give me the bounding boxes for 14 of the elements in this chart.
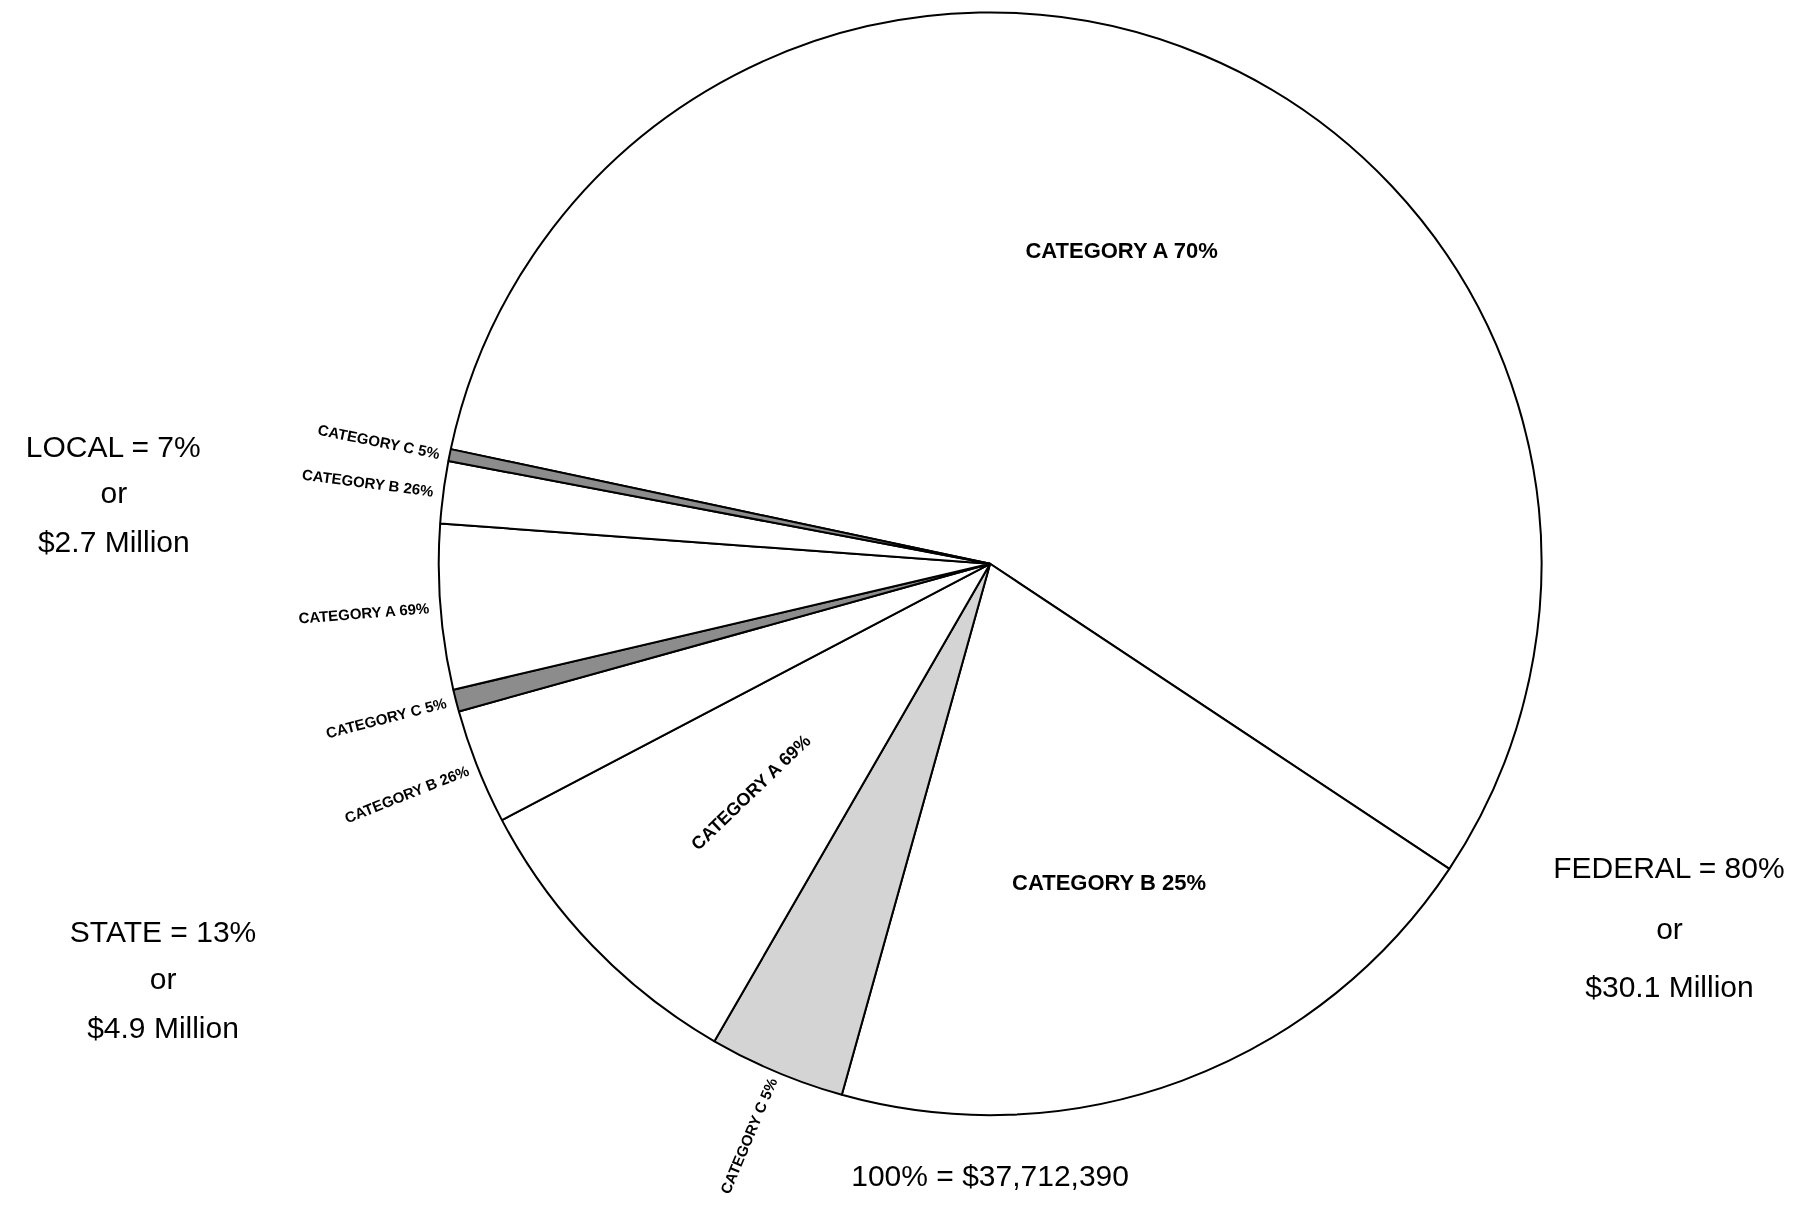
text: FEDERAL = 80%: [1553, 850, 1785, 884]
slice-label: CATEGORY B 25%: [1012, 870, 1207, 895]
text: LOCAL = 7%: [25, 429, 201, 463]
slice-label: CATEGORY A 69%: [297, 599, 430, 627]
text: 100% = $37,712,390: [851, 1159, 1129, 1193]
text: or: [1656, 911, 1683, 945]
text: $4.9 Million: [87, 1010, 239, 1044]
text: $30.1 Million: [1585, 970, 1754, 1004]
slice-label: CATEGORY A 70%: [1025, 237, 1218, 263]
text: or: [149, 961, 177, 995]
slice-label: CATEGORY B 26%: [301, 465, 435, 500]
text: $2.7 Million: [37, 524, 190, 558]
text: or: [100, 475, 128, 509]
text: STATE = 13%: [69, 914, 257, 948]
